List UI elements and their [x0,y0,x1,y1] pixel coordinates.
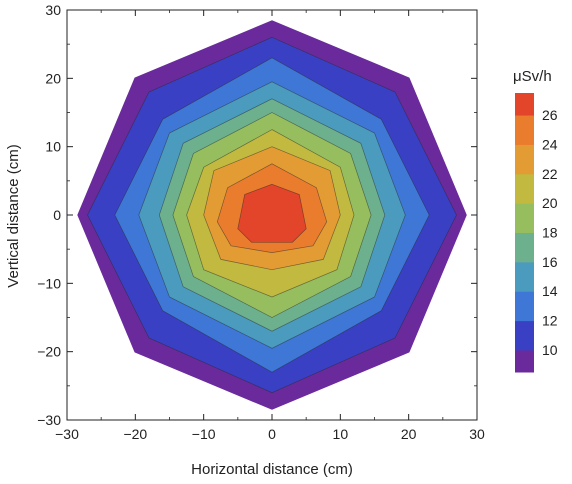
colorbar-tick-label: 24 [542,136,558,152]
colorbar-swatch-24-26 [515,115,534,145]
y-tick-label: 10 [45,139,61,155]
y-tick-label: 30 [45,2,61,18]
colorbar-swatch-12-14 [515,291,534,322]
colorbar-swatch-26-27.5 [515,93,534,116]
colorbar-tick-label: 18 [542,225,558,241]
x-tick-label: 0 [268,426,276,442]
colorbar-tick-label: 22 [542,166,558,182]
colorbar-tick-label: 12 [542,313,558,329]
x-axis-label: Horizontal distance (cm) [191,461,353,478]
x-tick-label: −10 [192,426,216,442]
colorbar-swatch-10-12 [515,320,534,351]
x-tick-label: −20 [123,426,147,442]
x-tick-label: 30 [469,426,485,442]
colorbar: 10 12 14 16 18 20 22 24 26 [515,93,558,373]
plot-area [77,20,467,410]
colorbar-swatch-14-16 [515,261,534,292]
colorbar-title: μSv/h [513,68,552,85]
y-tick-label: 20 [45,70,61,86]
colorbar-tick-label: 26 [542,107,558,123]
colorbar-swatch-20-22 [515,173,534,204]
colorbar-swatch-16-18 [515,232,534,263]
x-tick-label: 10 [333,426,349,442]
x-axis: −30 −20 −10 0 10 20 30 [55,10,485,442]
colorbar-tick-label: 20 [542,195,558,211]
colorbar-swatch-22-24 [515,144,534,175]
contour-band-26-27.5 [237,183,307,243]
colorbar-swatch-8.5-10 [515,349,534,373]
x-tick-label: 20 [401,426,417,442]
colorbar-swatch-18-20 [515,203,534,233]
colorbar-tick-label: 16 [542,254,558,270]
y-tick-label: −30 [37,412,61,428]
colorbar-tick-label: 14 [542,283,558,299]
y-tick-label: −20 [37,344,61,360]
y-tick-label: 0 [53,207,61,223]
y-axis-label: Vertical distance (cm) [5,144,22,287]
x-tick-label: −30 [55,426,79,442]
colorbar-tick-label: 10 [542,342,558,358]
y-tick-label: −10 [37,275,61,291]
y-axis: −30 −20 −10 0 10 20 30 [37,2,477,428]
